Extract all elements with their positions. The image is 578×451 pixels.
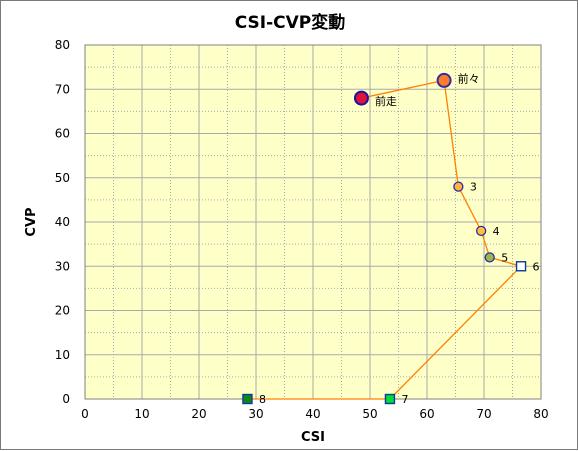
x-tick-label: 80 bbox=[533, 407, 548, 421]
series-line bbox=[247, 79, 523, 400]
data-point bbox=[436, 72, 452, 88]
data-point bbox=[242, 393, 253, 405]
data-label: 6 bbox=[533, 260, 540, 273]
x-tick-label: 50 bbox=[362, 407, 377, 421]
y-tick-label: 50 bbox=[55, 171, 70, 185]
data-label: 前々 bbox=[458, 71, 480, 85]
x-tick-label: 70 bbox=[476, 407, 491, 421]
data-point bbox=[484, 252, 495, 263]
y-axis-label: CVP bbox=[24, 207, 39, 236]
x-axis-label: CSI bbox=[301, 430, 325, 445]
y-tick-label: 60 bbox=[55, 127, 70, 141]
data-label: 7 bbox=[401, 393, 408, 406]
data-point bbox=[353, 90, 369, 106]
y-tick-label: 70 bbox=[55, 82, 70, 96]
data-point bbox=[475, 225, 487, 237]
y-tick-label: 0 bbox=[62, 392, 70, 406]
x-tick-label: 30 bbox=[248, 407, 263, 421]
data-label: 5 bbox=[501, 251, 508, 264]
x-tick-label: 10 bbox=[134, 407, 149, 421]
y-tick-label: 80 bbox=[55, 38, 70, 52]
x-tick-label: 40 bbox=[305, 407, 320, 421]
y-tick-label: 20 bbox=[55, 304, 70, 318]
chart-title: CSI-CVP変動 bbox=[235, 12, 346, 33]
y-tick-label: 10 bbox=[55, 348, 70, 362]
data-label: 前走 bbox=[375, 94, 397, 108]
series-group: 前走 前々 3 45 6 7 8 bbox=[242, 71, 540, 406]
x-tick-label: 20 bbox=[191, 407, 206, 421]
x-tick-label: 60 bbox=[419, 407, 434, 421]
y-tick-label: 30 bbox=[55, 259, 70, 273]
tick-labels: 0 10 20 30 40 50 60 70 80 0 10 20 30 40 50 60 70 80 bbox=[55, 38, 549, 421]
data-point bbox=[384, 393, 396, 405]
x-tick-label: 0 bbox=[81, 407, 89, 421]
data-label: 3 bbox=[470, 181, 477, 194]
grid bbox=[84, 44, 542, 400]
data-point bbox=[453, 181, 464, 192]
data-point bbox=[515, 261, 527, 272]
data-label: 8 bbox=[259, 393, 266, 406]
data-label: 4 bbox=[493, 225, 500, 238]
y-tick-label: 40 bbox=[55, 215, 70, 229]
